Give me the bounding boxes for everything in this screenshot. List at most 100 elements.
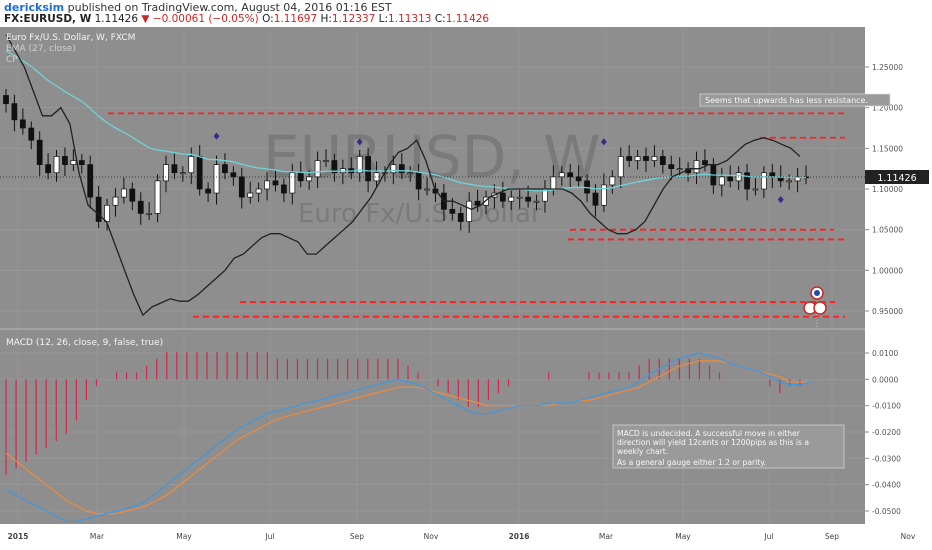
event-flag-icons[interactable] (803, 286, 827, 327)
macd-axis-tick-label: -0.0300 (872, 454, 901, 463)
candle-down (95, 196, 102, 222)
candle-up (121, 188, 127, 198)
macd-axis-tick-label: -0.0200 (872, 428, 901, 437)
cp-line (5, 34, 801, 317)
candle-up (407, 172, 414, 175)
candle-down (129, 188, 136, 202)
candle-up (550, 176, 557, 190)
candle-down (171, 164, 178, 174)
annotation-macd-line1: MACD is undecided. A successful move in … (617, 429, 801, 438)
candle-up (104, 204, 110, 222)
price-axis-tick-label: 1.05000 (872, 226, 903, 235)
candle-down (281, 184, 287, 194)
candle-down (415, 172, 422, 190)
grid (0, 27, 865, 524)
candle-down (196, 156, 203, 190)
candle-up (314, 160, 321, 178)
macd-axis-tick-label: -0.0500 (872, 507, 901, 516)
candle-up (508, 196, 515, 202)
candle-down (45, 164, 51, 174)
time-axis-tick-label: Mar (90, 532, 105, 541)
price-axis-ticks: 1.25000 1.20000 1.15000 1.10000 1.05000 1.000… (865, 63, 903, 516)
candle-up (786, 180, 793, 183)
symbol-label: FX:EURUSD, W (4, 13, 92, 25)
candle-up (693, 160, 700, 174)
candle-down (499, 192, 506, 202)
time-axis-tick-label: Nov (901, 532, 916, 541)
macd-line (5, 352, 811, 523)
low-value: 1.11313 (388, 13, 432, 25)
candle-up (213, 164, 220, 194)
us-flag-icon-2[interactable] (813, 301, 827, 315)
candle-up (163, 164, 169, 182)
time-axis-tick-label: Sep (825, 532, 839, 541)
price-axis-tick-label: 1.15000 (872, 144, 903, 153)
time-axis-tick-label: Jul (264, 532, 274, 541)
down-arrow-icon: ▼ (141, 13, 150, 25)
candle-up (466, 200, 473, 222)
ema-legend: EMA (27, close) (6, 44, 76, 54)
cp-legend: CP (6, 55, 18, 65)
candle-down (592, 192, 599, 206)
price-axis-tick-label: 0.95000 (872, 307, 903, 316)
candle-up (761, 172, 767, 190)
time-axis-tick-label: 2016 (509, 532, 530, 541)
candle-up (255, 188, 262, 194)
annotation-macd-line2: direction will yield 12cents or 1200pips… (617, 438, 809, 447)
candle-up (533, 200, 540, 203)
close-label: C: (434, 13, 446, 25)
price-pane-title: Euro Fx/U.S. Dollar, W, FXCM (6, 33, 135, 43)
candle-down (36, 139, 43, 165)
candle-down (449, 208, 456, 214)
candle-up (676, 168, 683, 171)
candle-up (516, 196, 523, 199)
signal-diamond (213, 132, 220, 140)
annotation-box-resistance[interactable] (699, 93, 891, 107)
high-value: 1.12337 (331, 13, 376, 25)
macd-axis-tick-label: -0.0400 (872, 481, 901, 490)
time-axis-tick-label: Jul (763, 532, 773, 541)
signal-diamond (777, 196, 784, 204)
time-axis-tick-label: Nov (424, 532, 439, 541)
candle-down (626, 156, 633, 161)
candle-down (205, 188, 211, 194)
candle-up (373, 172, 380, 182)
candle-down (78, 160, 85, 165)
candle-up (390, 164, 397, 174)
support-resistance-lines[interactable] (108, 112, 845, 318)
macd-pane-title: MACD (12, 26, close, 9, false, true) (6, 338, 163, 348)
candle-down (11, 103, 18, 121)
ohlc-line: FX:EURUSD, W 1.11426 ▼ −0.00061 (−0.05%)… (4, 13, 489, 25)
candle-down (28, 127, 35, 141)
candle-down (19, 119, 26, 129)
candle-down (137, 200, 144, 214)
candle-up (424, 188, 430, 191)
open-value: 1.11697 (273, 13, 318, 25)
candle-up (112, 196, 119, 206)
author-link[interactable]: dericksim (4, 1, 65, 14)
candle-up (651, 156, 658, 161)
candle-down (474, 200, 481, 206)
publish-line: dericksim published on TradingView.com, … (4, 1, 392, 14)
high-label: H: (320, 13, 332, 25)
chart-canvas[interactable]: EURUSD, W Euro Fx/U.S. Dollar 1.250001.2… (0, 27, 932, 550)
candle-up (70, 160, 77, 165)
us-flag-icon-center (814, 290, 820, 296)
candle-up (558, 172, 565, 178)
candle-up (752, 188, 759, 191)
candle-down (567, 172, 574, 178)
macd-axis-tick-label: 0.0100 (872, 349, 898, 358)
annotation-box-macd[interactable] (612, 424, 845, 469)
candle-up (617, 156, 624, 178)
last-price-tag (865, 170, 929, 184)
candle-down (744, 172, 750, 190)
price-axis-background (865, 27, 932, 550)
candle-down (398, 164, 405, 174)
low-label: L: (378, 13, 389, 25)
macd-axis-tick-label: -0.0100 (872, 402, 901, 411)
candle-down (727, 176, 734, 182)
candle-up (289, 172, 296, 194)
signal-diamond (356, 138, 363, 146)
chart-header: dericksim published on TradingView.com, … (0, 0, 932, 27)
candle-up (601, 184, 607, 206)
